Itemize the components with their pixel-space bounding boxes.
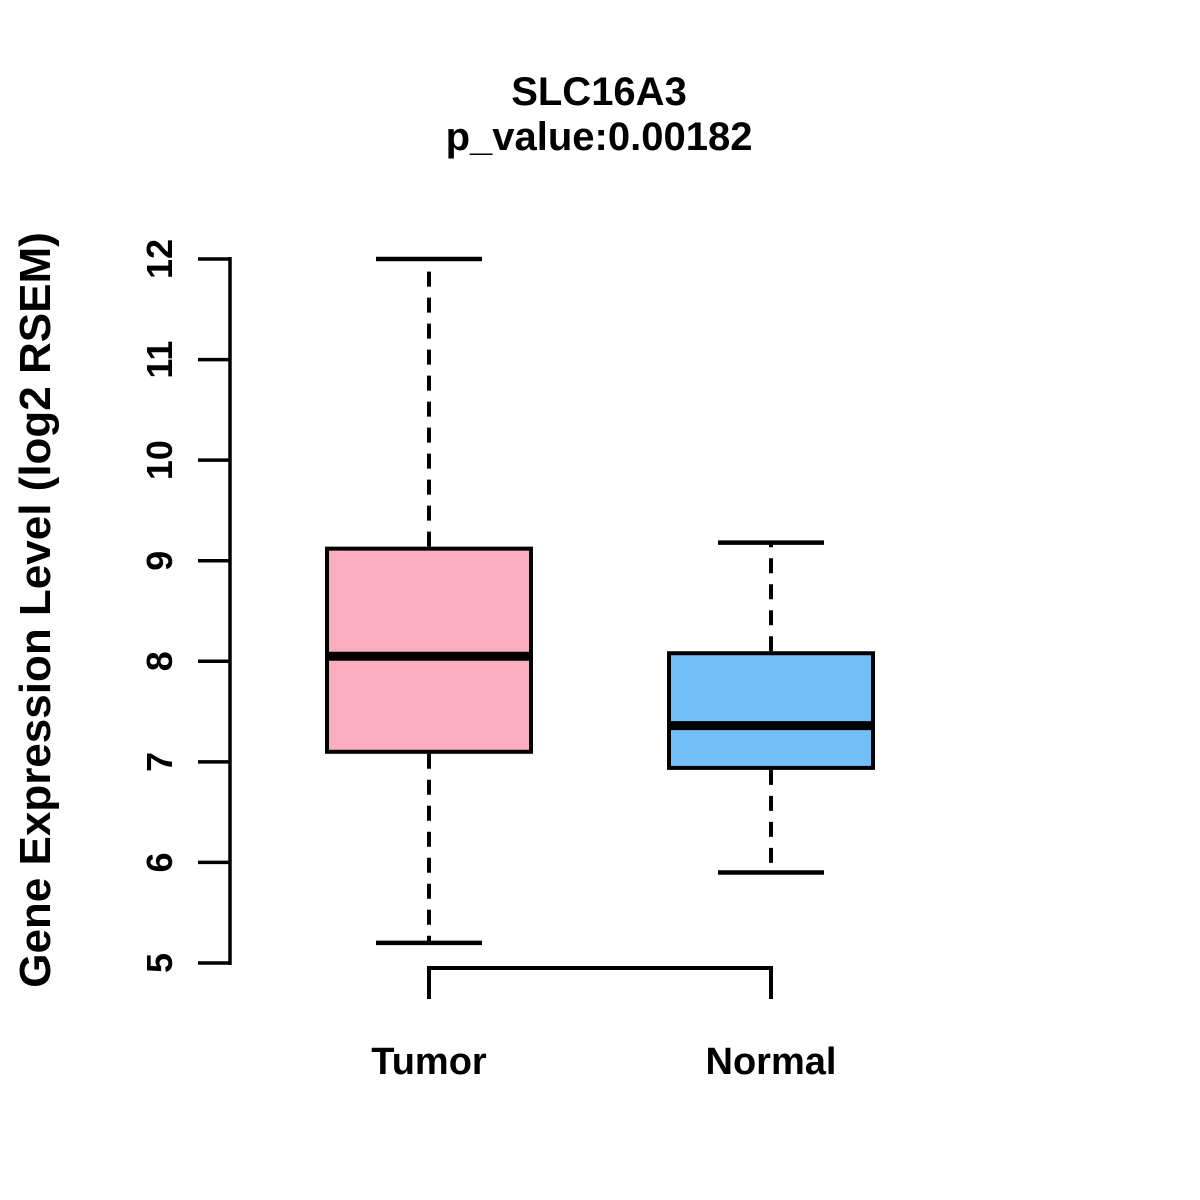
y-axis-tick-label: 5 (139, 953, 180, 973)
x-axis-group-label-tumor: Tumor (371, 1041, 487, 1083)
tumor-box (325, 546, 533, 754)
y-axis-tick-label: 8 (139, 651, 180, 671)
chart-subtitle: p_value:0.00182 (445, 115, 753, 159)
y-axis-tick-label: 6 (139, 852, 180, 872)
chart-title: SLC16A3 (511, 70, 687, 114)
y-axis-tick-label: 9 (139, 551, 180, 571)
y-axis-tick-label: 10 (139, 440, 180, 480)
y-axis-tick-label: 11 (139, 341, 180, 379)
y-axis-tick-label: 12 (139, 239, 180, 279)
y-axis-tick-label: 7 (139, 752, 180, 772)
normal-box (667, 651, 875, 770)
x-axis-group-label-normal: Normal (706, 1041, 837, 1083)
x-axis-bracket (427, 966, 773, 999)
